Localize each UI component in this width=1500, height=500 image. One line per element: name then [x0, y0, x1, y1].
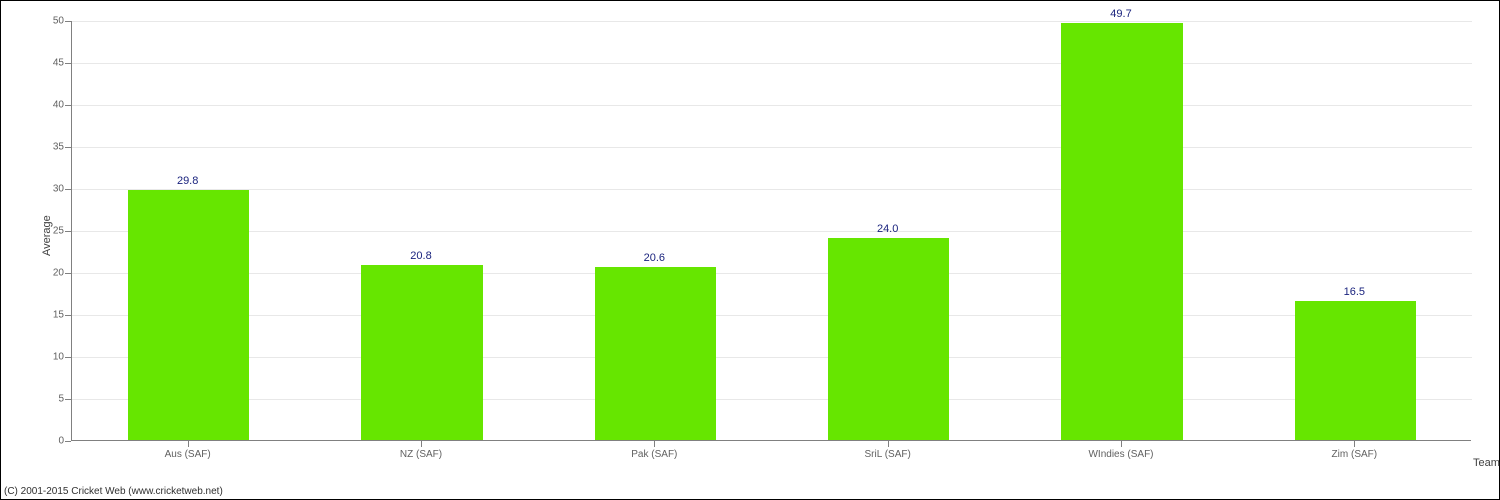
x-tick-label: NZ (SAF): [400, 449, 442, 460]
x-tick: [1354, 441, 1355, 447]
y-tick-label: 40: [39, 100, 64, 111]
grid-line: [72, 273, 1472, 274]
y-tick: [65, 21, 71, 22]
bar-value-label: 16.5: [1344, 286, 1365, 298]
y-tick: [65, 189, 71, 190]
y-tick: [65, 399, 71, 400]
x-tick: [421, 441, 422, 447]
y-tick-label: 30: [39, 184, 64, 195]
copyright-text: (C) 2001-2015 Cricket Web (www.cricketwe…: [4, 486, 223, 497]
bar: [1295, 301, 1416, 440]
y-tick-label: 20: [39, 268, 64, 279]
x-tick-label: Zim (SAF): [1332, 449, 1378, 460]
bar-value-label: 20.8: [410, 250, 431, 262]
y-tick-label: 5: [39, 394, 64, 405]
y-tick: [65, 357, 71, 358]
y-tick-label: 45: [39, 58, 64, 69]
grid-line: [72, 105, 1472, 106]
bar-value-label: 29.8: [177, 175, 198, 187]
y-tick-label: 15: [39, 310, 64, 321]
bar-value-label: 49.7: [1110, 8, 1131, 20]
y-tick: [65, 273, 71, 274]
grid-line: [72, 189, 1472, 190]
y-tick-label: 35: [39, 142, 64, 153]
y-tick: [65, 105, 71, 106]
y-tick: [65, 147, 71, 148]
grid-line: [72, 147, 1472, 148]
x-tick: [1121, 441, 1122, 447]
y-tick-label: 50: [39, 16, 64, 27]
grid-line: [72, 63, 1472, 64]
bar: [595, 267, 716, 440]
chart-area: Average Team 0510152025303540455029.8Aus…: [41, 11, 1491, 471]
grid-line: [72, 21, 1472, 22]
bar: [361, 265, 482, 440]
x-tick-label: SriL (SAF): [865, 449, 911, 460]
x-tick-label: WIndies (SAF): [1088, 449, 1153, 460]
chart-frame: Average Team 0510152025303540455029.8Aus…: [0, 0, 1500, 500]
grid-line: [72, 315, 1472, 316]
x-tick: [188, 441, 189, 447]
y-tick-label: 10: [39, 352, 64, 363]
bar-value-label: 24.0: [877, 223, 898, 235]
y-tick: [65, 231, 71, 232]
x-tick: [888, 441, 889, 447]
grid-line: [72, 399, 1472, 400]
y-tick: [65, 441, 71, 442]
y-tick: [65, 315, 71, 316]
plot-area: [71, 21, 1471, 441]
bar: [128, 190, 249, 440]
y-tick-label: 0: [39, 436, 64, 447]
bar: [828, 238, 949, 440]
x-axis-title: Team: [1473, 457, 1500, 469]
bar: [1061, 23, 1182, 440]
bar-value-label: 20.6: [644, 252, 665, 264]
y-tick: [65, 63, 71, 64]
grid-line: [72, 231, 1472, 232]
x-tick-label: Pak (SAF): [631, 449, 677, 460]
grid-line: [72, 357, 1472, 358]
y-tick-label: 25: [39, 226, 64, 237]
x-tick: [654, 441, 655, 447]
x-tick-label: Aus (SAF): [165, 449, 211, 460]
